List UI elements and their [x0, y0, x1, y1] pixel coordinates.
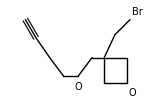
Text: O: O [75, 82, 82, 92]
Text: Br: Br [132, 7, 142, 17]
Text: O: O [129, 88, 136, 98]
